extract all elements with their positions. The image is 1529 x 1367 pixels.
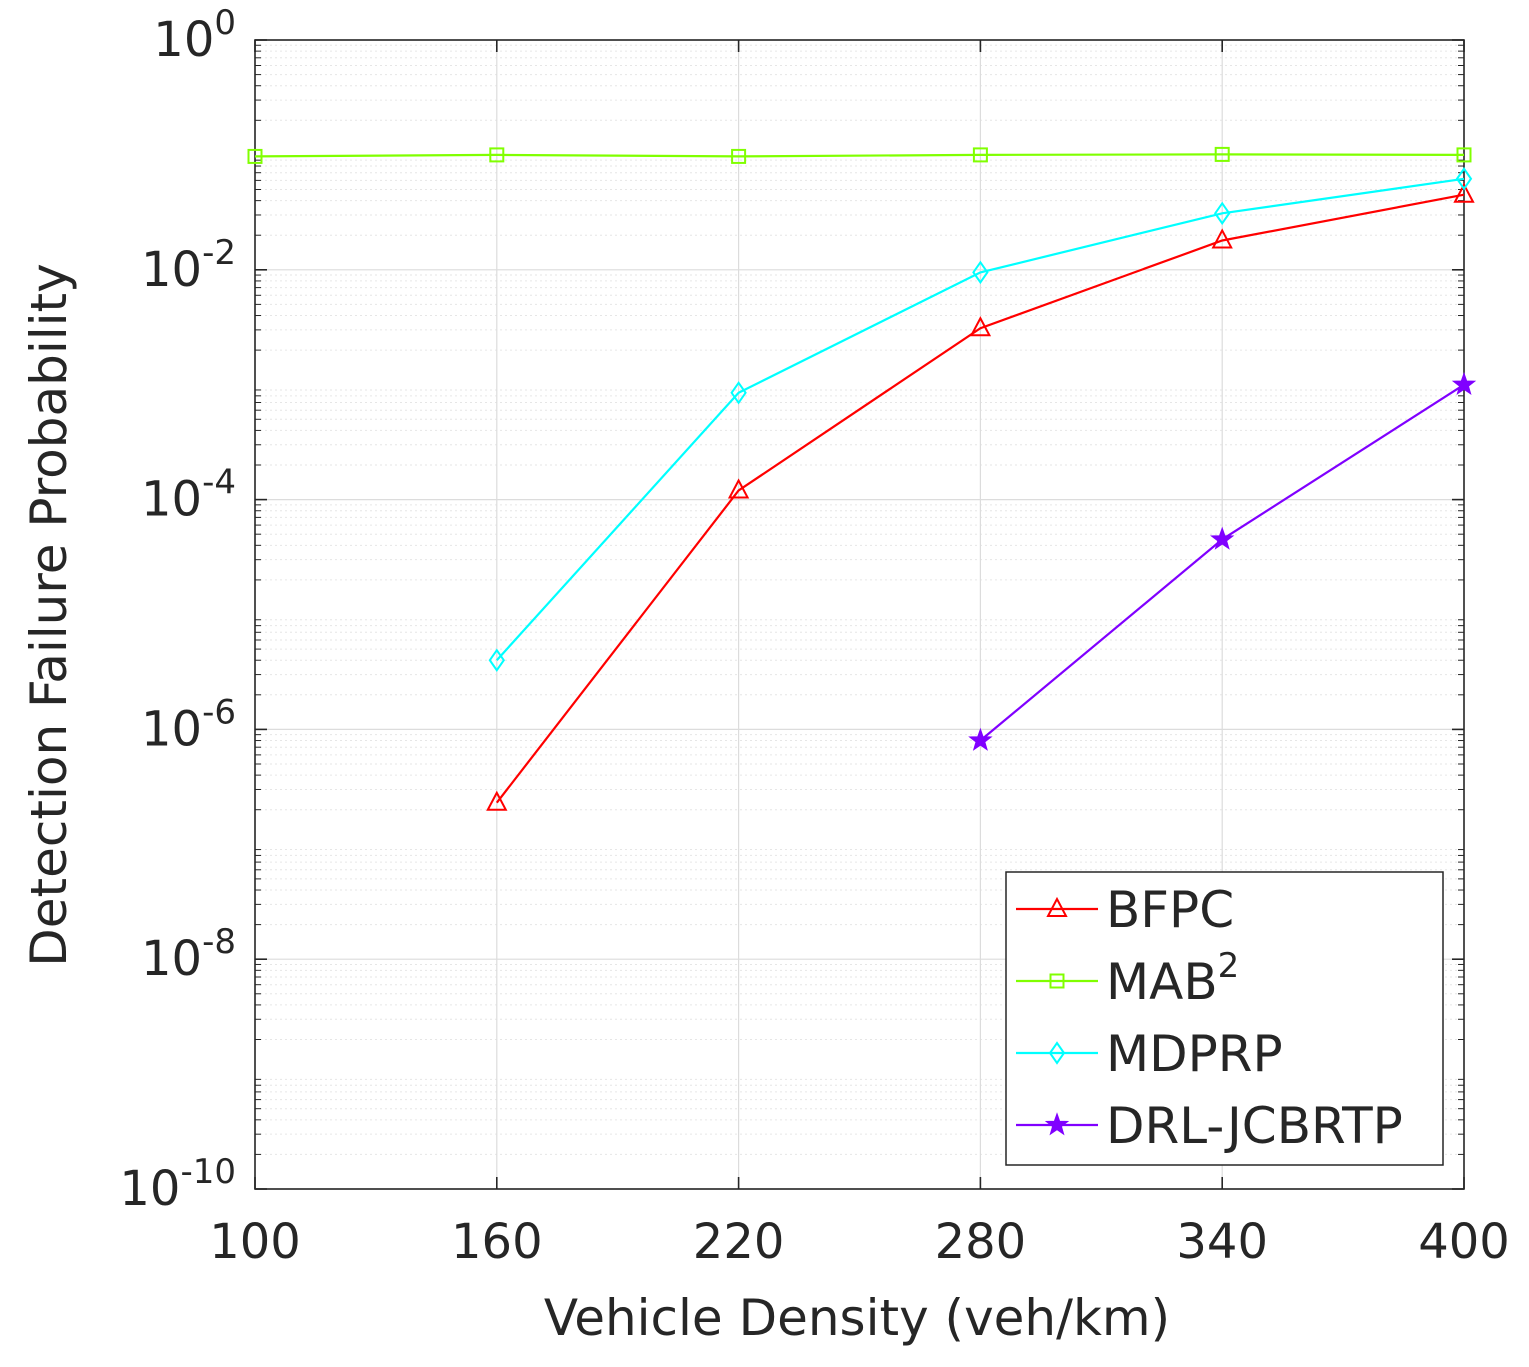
legend-box <box>1005 871 1444 1166</box>
data-point-mab <box>1456 147 1472 163</box>
y-tick-label: 10-8 <box>141 922 236 987</box>
data-point-bfpc <box>486 790 508 811</box>
y-tick-label: 10-10 <box>119 1152 236 1217</box>
data-point-bfpc <box>969 316 992 337</box>
x-tick-label: 340 <box>1176 1214 1268 1270</box>
legend: BFPC MAB2 MDPRP DRL-JCBRTP <box>1005 871 1444 1166</box>
x-tick-label: 220 <box>693 1214 785 1270</box>
data-point-bfpc <box>1453 182 1475 203</box>
x-axis-label: Vehicle Density (veh/km) <box>544 1289 1170 1347</box>
series-line-mdprp <box>495 177 1465 661</box>
y-tick-label: 10-2 <box>141 233 236 298</box>
series-mab <box>247 146 1472 164</box>
series-drl-jcbrtp <box>968 371 1477 751</box>
series-group <box>247 146 1477 811</box>
legend-marker <box>1048 1041 1066 1065</box>
x-tick-label: 280 <box>935 1214 1027 1270</box>
data-point-mab <box>972 147 988 163</box>
legend-item-mdprp: MDPRP <box>1016 1025 1283 1083</box>
legend-item-mab: MAB2 <box>1016 946 1239 1011</box>
legend-label: BFPC <box>1106 881 1234 939</box>
data-point-mdprp <box>730 381 747 405</box>
y-tick-label: 10-4 <box>141 463 236 528</box>
legend-marker <box>1044 1112 1070 1136</box>
data-point-drl-jcbrtp <box>1451 371 1477 396</box>
data-point-mdprp <box>972 260 989 285</box>
data-point-mab <box>489 147 505 163</box>
data-point-mab <box>1214 146 1230 162</box>
legend-label: DRL-JCBRTP <box>1106 1097 1403 1155</box>
series-mdprp <box>488 167 1473 672</box>
grid <box>254 39 1465 1190</box>
data-point-mdprp <box>1213 201 1231 226</box>
data-point-bfpc <box>727 478 750 499</box>
series-bfpc <box>486 182 1475 811</box>
data-point-mdprp <box>1455 167 1473 191</box>
legend-label: MAB2 <box>1106 946 1239 1011</box>
data-point-mdprp <box>488 648 506 672</box>
axes: 100 160 220 280 340 400 10-10 10-8 10-6 10-4 10-2 1… <box>119 3 1509 1270</box>
y-axis-label: Detection Failure Probability <box>20 263 78 967</box>
y-tick-label: 10-6 <box>141 692 236 757</box>
x-tick-label: 400 <box>1418 1214 1510 1270</box>
x-tick-label: 100 <box>209 1214 301 1270</box>
data-point-mab <box>247 148 263 164</box>
series-line-mab <box>254 153 1465 158</box>
data-point-drl-jcbrtp <box>1210 526 1235 550</box>
series-line-bfpc <box>495 193 1465 804</box>
legend-label: MDPRP <box>1106 1025 1283 1083</box>
legend-marker <box>1049 973 1065 989</box>
plot-frame <box>254 39 1465 1190</box>
data-point-bfpc <box>1211 228 1233 249</box>
y-tick-label: 100 <box>153 3 236 68</box>
legend-item-drl-jcbrtp: DRL-JCBRTP <box>1016 1097 1403 1155</box>
legend-marker <box>1046 896 1068 917</box>
data-point-drl-jcbrtp <box>968 727 993 751</box>
legend-item-bfpc: BFPC <box>1016 881 1234 939</box>
x-tick-label: 160 <box>451 1214 543 1270</box>
data-point-mab <box>731 148 747 164</box>
